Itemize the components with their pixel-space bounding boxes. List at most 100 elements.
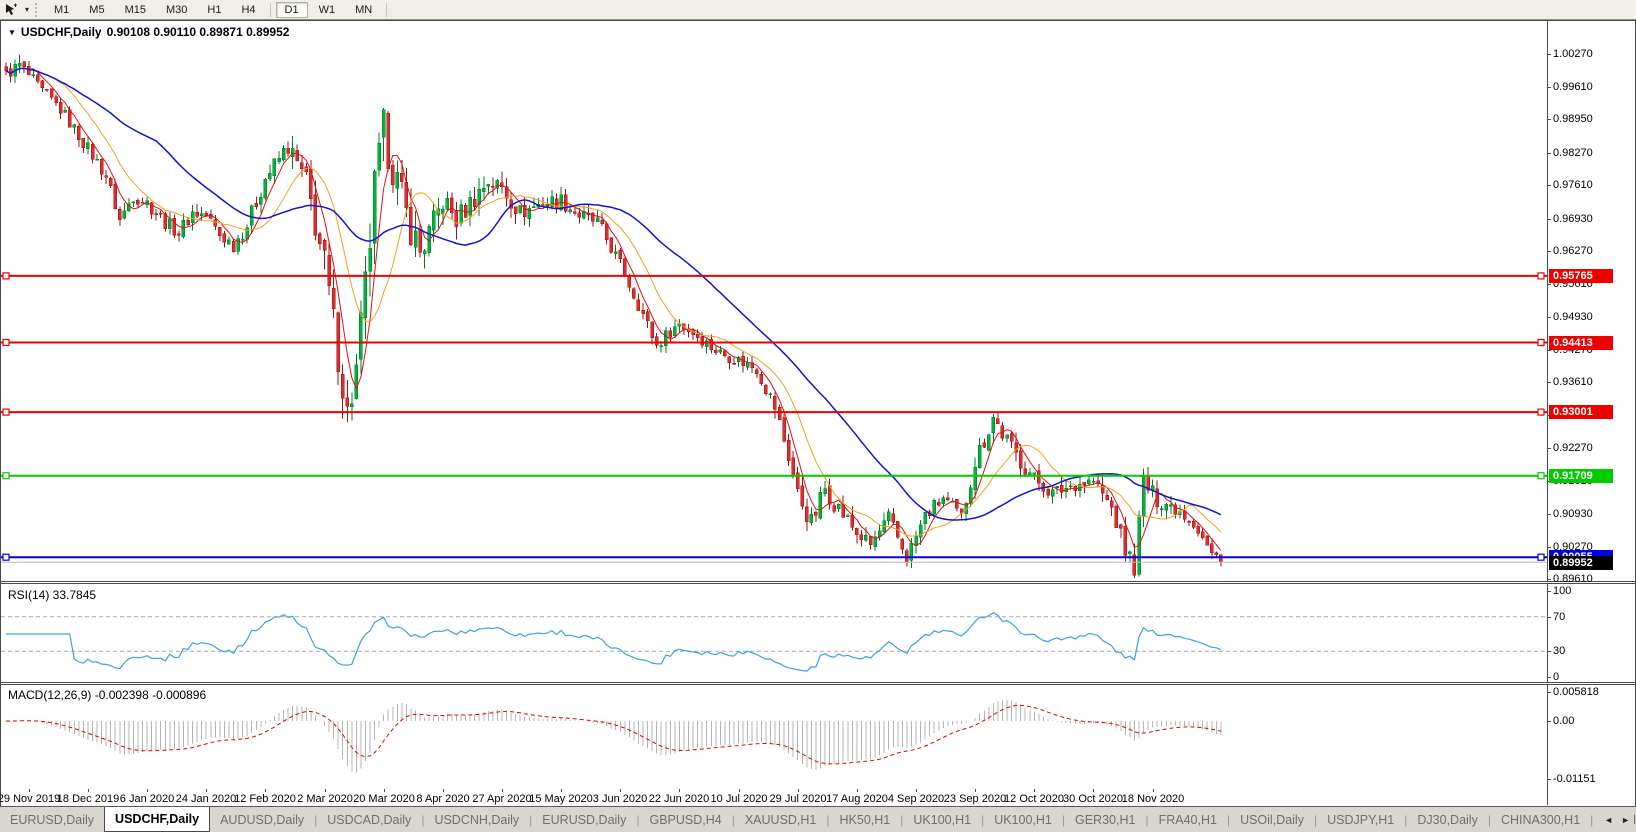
rsi-chart-svg[interactable] <box>1 584 1547 682</box>
tab-usdchf-daily[interactable]: USDCHF,Daily <box>104 807 211 832</box>
price-tick-label: 0.97610 <box>1553 179 1593 191</box>
tab-scroll-right-icon[interactable]: ► <box>1621 815 1630 825</box>
date-tick-label: 23 Sep 2020 <box>943 793 1007 805</box>
tab-usdcnh-daily[interactable]: USDCNH,Daily <box>434 812 520 827</box>
date-tick-label: 12 Feb 2020 <box>234 793 296 805</box>
main-chart-panel[interactable]: ▼ USDCHF,Daily 0.90108 0.90110 0.89871 0… <box>1 21 1635 582</box>
price-tick-label-tick <box>1547 119 1551 120</box>
tab-audusd-daily[interactable]: AUDUSD,Daily <box>220 812 305 827</box>
toolbar-grip[interactable] <box>35 2 39 17</box>
macd-label: MACD(12,26,9) -0.002398 -0.000896 <box>8 688 207 702</box>
date-axis[interactable]: 29 Nov 2019 18 Dec 2019 6 Jan 2020 24 Jan 2… <box>0 789 1635 806</box>
date-tick-label: 2 Mar 2020 <box>297 793 353 805</box>
date-tick-label: 12 Oct 2020 <box>1004 793 1064 805</box>
date-tick <box>384 789 385 792</box>
candlestick-chart-svg[interactable] <box>1 21 1547 582</box>
tab-separator: | <box>731 812 735 827</box>
price-tick-label-tick <box>1547 87 1551 88</box>
timeframe-m15-button[interactable]: M15 <box>124 3 146 16</box>
tab-china300-h1[interactable]: CHINA300,H1 <box>1500 812 1581 827</box>
tab-eurusd-daily[interactable]: EURUSD,Daily <box>542 812 627 827</box>
tab-scroll-controls: ◄ ► <box>1600 807 1634 832</box>
timeframe-h1-button[interactable]: H1 <box>207 3 222 16</box>
timeframe-h4-button[interactable]: H4 <box>241 3 256 16</box>
rsi-tick-label-tick <box>1547 651 1551 652</box>
tab-separator: | <box>1226 812 1231 827</box>
toolbar-separator <box>386 2 388 17</box>
tab-scroll-left-icon[interactable]: ◄ <box>1604 815 1614 825</box>
tab-xauusd-h1[interactable]: XAUUSD,H1 <box>744 812 817 827</box>
price-tick-label: 0.89610 <box>1553 573 1593 585</box>
date-tick <box>798 789 799 792</box>
date-tick <box>502 789 503 792</box>
macd-chart-svg[interactable] <box>1 684 1547 789</box>
tab-separator: | <box>1145 812 1149 827</box>
price-tick-label: 0.92270 <box>1553 442 1593 454</box>
date-tick-label: 27 Apr 2020 <box>472 793 532 805</box>
pointer-tool-button[interactable] <box>0 1 22 19</box>
hline-price-label: 0.95765 <box>1549 269 1613 283</box>
tab-separator: | <box>826 812 830 827</box>
tab-fra40-h1[interactable]: FRA40,H1 <box>1158 812 1217 827</box>
tab-usdcad-daily[interactable]: USDCAD,Daily <box>327 812 412 827</box>
tab-uk100-h1[interactable]: UK100,H1 <box>913 812 972 827</box>
timeframe-mn-button[interactable]: MN <box>355 3 373 16</box>
toolbar-separator <box>269 2 271 17</box>
panel-splitter[interactable] <box>1 682 1635 685</box>
date-tick-label: 20 Mar 2020 <box>353 793 415 805</box>
tab-uk100-h1[interactable]: UK100,H1 <box>994 812 1052 827</box>
collapse-triangle-icon[interactable]: ▼ <box>8 27 16 37</box>
tab-usdjpy-h1[interactable]: USDJPY,H1 <box>1327 812 1395 827</box>
price-tick-label: 0.96930 <box>1553 213 1593 225</box>
date-tick <box>561 789 562 792</box>
tab-dj30-daily[interactable]: DJ30,Daily <box>1417 812 1478 827</box>
price-tick-label-tick <box>1547 54 1551 55</box>
date-tick <box>443 789 444 792</box>
pointer-tool-caret-icon[interactable]: ▾ <box>25 5 30 14</box>
price-tick-label: 0.90930 <box>1553 508 1593 520</box>
tab-separator: | <box>421 812 425 827</box>
tab-hk50-h1[interactable]: HK50,H1 <box>839 812 891 827</box>
rsi-tick-label: 30 <box>1553 645 1566 657</box>
timeframe-m30-button[interactable]: M30 <box>165 3 188 16</box>
date-tick-label: 29 Jul 2020 <box>769 793 827 805</box>
tab-separator: | <box>1404 812 1408 827</box>
macd-tick-label-tick <box>1547 721 1551 722</box>
tab-separator: | <box>900 812 904 827</box>
date-tick <box>679 789 680 792</box>
pointer-crosshair-icon <box>6 3 17 15</box>
panel-splitter[interactable] <box>1 581 1635 584</box>
price-axis-separator <box>1547 21 1548 805</box>
date-tick <box>739 789 740 792</box>
rsi-indicator-panel[interactable]: RSI(14) 33.7845 <box>1 584 1635 682</box>
date-tick <box>1153 789 1154 792</box>
price-tick-label-tick <box>1547 514 1551 515</box>
tab-gbpusd-h4[interactable]: GBPUSD,H4 <box>649 812 722 827</box>
price-tick-label-tick <box>1547 284 1551 285</box>
timeframe-m5-button[interactable]: M5 <box>89 3 105 16</box>
date-tick <box>1034 789 1035 792</box>
timeframe-m1-button[interactable]: M1 <box>54 3 70 16</box>
price-tick-label-tick <box>1547 317 1551 318</box>
rsi-label: RSI(14) 33.7845 <box>8 588 97 602</box>
chart-ohlc-values: 0.90108 0.90110 0.89871 0.89952 <box>106 25 290 39</box>
date-tick <box>916 789 917 792</box>
rsi-tick-label-tick <box>1547 677 1551 678</box>
macd-indicator-panel[interactable]: MACD(12,26,9) -0.002398 -0.000896 <box>1 684 1635 789</box>
timeframe-w1-button[interactable]: W1 <box>318 3 336 16</box>
date-tick <box>265 789 266 792</box>
date-tick-label: 15 May 2020 <box>529 793 593 805</box>
macd-tick-label: 0.005818 <box>1553 686 1599 698</box>
price-tick-label: 0.99610 <box>1553 81 1593 93</box>
tab-separator: | <box>314 812 318 827</box>
rsi-tick-label-tick <box>1547 591 1551 592</box>
price-tick-label: 0.98950 <box>1553 113 1593 125</box>
tab-ger30-h1[interactable]: GER30,H1 <box>1075 812 1136 827</box>
date-tick <box>620 789 621 792</box>
symbol-tab-bar: EURUSD,Daily USDCHF,Daily AUDUSD,Daily | USD… <box>0 806 1636 832</box>
macd-tick-label-tick <box>1547 779 1551 780</box>
timeframe-d1-button[interactable]: D1 <box>275 1 308 18</box>
tab-eurusd-daily[interactable]: EURUSD,Daily <box>10 812 95 827</box>
tab-usoil-daily[interactable]: USOil,Daily <box>1240 812 1304 827</box>
date-tick <box>325 789 326 792</box>
